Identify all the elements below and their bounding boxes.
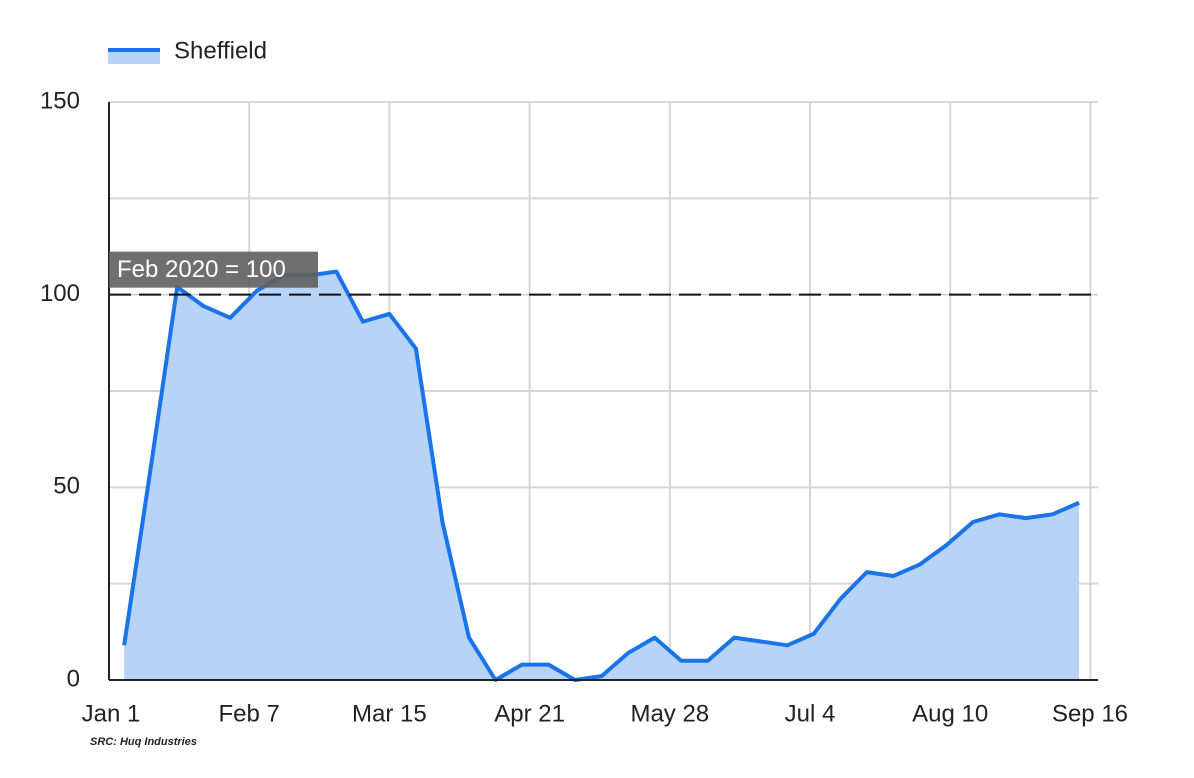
legend-label: Sheffield	[174, 37, 267, 64]
x-tick-label: Apr 21	[494, 700, 565, 727]
x-tick-label: Sep 16	[1052, 700, 1128, 727]
x-tick-label: May 28	[630, 700, 709, 727]
y-tick-label: 0	[67, 665, 80, 692]
source: SRC: Huq Industries	[90, 736, 197, 748]
x-tick-label: Jul 4	[785, 700, 836, 727]
x-tick-label: Mar 15	[352, 700, 427, 727]
y-tick-label: 100	[40, 280, 80, 307]
y-tick-label: 150	[40, 87, 80, 114]
x-tick-label: Aug 10	[912, 700, 988, 727]
x-tick-label: Jan 1	[82, 700, 141, 727]
area-fill	[124, 271, 1080, 680]
annotation-box	[109, 251, 318, 288]
y-tick-label: 50	[53, 473, 80, 500]
x-tick-label: Feb 7	[219, 700, 280, 727]
legend-swatch-line	[108, 48, 160, 52]
legend-swatch	[108, 50, 160, 64]
annotation: Feb 2020 = 100	[117, 256, 286, 283]
